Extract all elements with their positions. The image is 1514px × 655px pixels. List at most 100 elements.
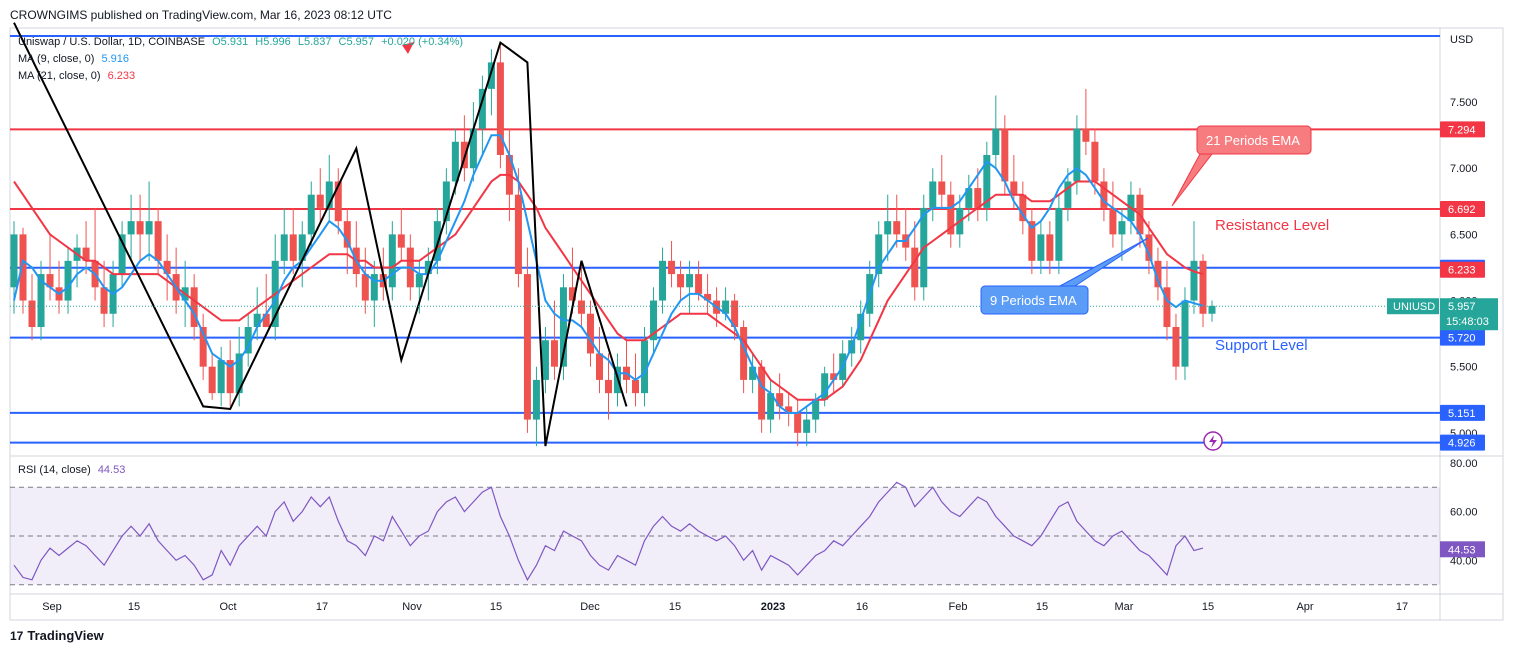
candle-body — [731, 300, 739, 327]
candle — [127, 194, 135, 261]
candle — [298, 221, 306, 288]
candle — [776, 373, 784, 420]
candle-body — [1073, 128, 1081, 182]
candle — [118, 221, 126, 288]
candle-body — [983, 155, 991, 208]
candle — [875, 221, 883, 288]
time-tick-label: Sep — [42, 601, 62, 613]
candle-body — [559, 287, 567, 367]
candle — [767, 379, 775, 433]
price-badge — [1440, 404, 1485, 421]
candle-body — [884, 221, 892, 235]
candle-body — [334, 181, 342, 222]
rsi-current-badge — [1440, 541, 1485, 558]
legend-symbol: Uniswap / U.S. Dollar, 1D, COINBASE — [18, 36, 206, 48]
candle-body — [767, 393, 775, 420]
candle — [794, 399, 802, 447]
grid — [9, 27, 1504, 621]
candle-body — [1163, 287, 1171, 327]
candle — [145, 181, 153, 261]
candle — [487, 49, 495, 116]
candle-body — [857, 313, 865, 341]
time-tick-label: Apr — [1296, 601, 1313, 613]
flash-bolt-icon — [1209, 435, 1217, 448]
candle-body — [1109, 207, 1117, 235]
candle — [803, 406, 811, 447]
candle-body — [830, 373, 838, 380]
candle-body — [992, 128, 1000, 156]
candle-body — [235, 353, 243, 394]
publish-info: CROWNGIMS published on TradingView.com, … — [10, 8, 392, 22]
candle-body — [361, 274, 369, 301]
legend-low: L5.837 — [297, 36, 332, 48]
candle-body — [496, 62, 504, 156]
candle — [947, 181, 955, 248]
ma21-line — [13, 173, 1204, 401]
rsi-tick-label: 60.00 — [1450, 507, 1478, 519]
candle-body — [812, 399, 820, 420]
candle-body — [785, 406, 793, 413]
candle-body — [415, 274, 423, 288]
candle — [199, 313, 207, 380]
candle-body — [740, 326, 748, 380]
candle-body — [1001, 128, 1009, 182]
time-tick-label: 16 — [856, 601, 868, 613]
candle — [857, 300, 865, 354]
candle-body — [541, 340, 549, 380]
candle-body — [10, 234, 18, 288]
candle-body — [343, 221, 351, 248]
time-tick-label: Feb — [949, 601, 968, 613]
candle-body — [388, 234, 396, 288]
candle — [541, 326, 549, 394]
candle-body — [550, 340, 558, 367]
candle-body — [1172, 326, 1180, 367]
candle-body — [794, 412, 802, 433]
candle — [316, 168, 324, 222]
candle-body — [568, 287, 576, 301]
candle — [190, 274, 198, 341]
candle — [280, 207, 288, 275]
candle — [1100, 168, 1108, 222]
time-tick-label: 17 — [316, 601, 328, 613]
candle — [1199, 254, 1207, 327]
time-tick-label: 17 — [1396, 601, 1408, 613]
candle — [253, 287, 261, 341]
candle — [668, 241, 676, 288]
candle-body — [1091, 141, 1099, 182]
candle — [496, 42, 504, 169]
candle — [289, 207, 297, 275]
time-tick-label: 15 — [128, 601, 140, 613]
candle — [1028, 207, 1036, 275]
candle — [785, 393, 793, 427]
candle-body — [677, 274, 685, 288]
candle-body — [208, 366, 216, 394]
candle-body — [803, 419, 811, 433]
rsi-tick-label: 40.00 — [1450, 555, 1478, 567]
candle-body — [424, 260, 432, 275]
candle — [388, 221, 396, 301]
candle-body — [1046, 234, 1054, 261]
candle-body — [487, 62, 495, 89]
candle-body — [1118, 221, 1126, 235]
ma9-line — [13, 134, 1204, 414]
candle-body — [307, 194, 315, 235]
rsi-line — [13, 481, 1204, 582]
candle-body — [136, 221, 144, 235]
axes: 7.5007.0006.5006.0005.5005.000USD7.2946.… — [10, 34, 1498, 613]
brand-label: TradingView — [27, 628, 104, 643]
ema9-callout-label: 9 Periods EMA — [990, 293, 1077, 308]
annotations: 21 Periods EMA 9 Periods EMA Resistance Le… — [402, 42, 1329, 451]
candle-body — [893, 221, 901, 235]
candle — [659, 247, 667, 314]
price-badge-label: 7.294 — [1448, 124, 1476, 136]
candle — [136, 194, 144, 261]
candle — [983, 141, 991, 222]
price-tick-label: 6.500 — [1450, 229, 1478, 241]
candle — [893, 194, 901, 248]
legend-change: +0.020 (+0.34%) — [381, 36, 464, 48]
legend-main: Uniswap / U.S. Dollar, 1D, COINBASE O5.9… — [18, 36, 467, 48]
candle-body — [217, 360, 225, 394]
candle-body — [659, 260, 667, 301]
tradingview-logo-icon: 17 — [10, 629, 24, 643]
